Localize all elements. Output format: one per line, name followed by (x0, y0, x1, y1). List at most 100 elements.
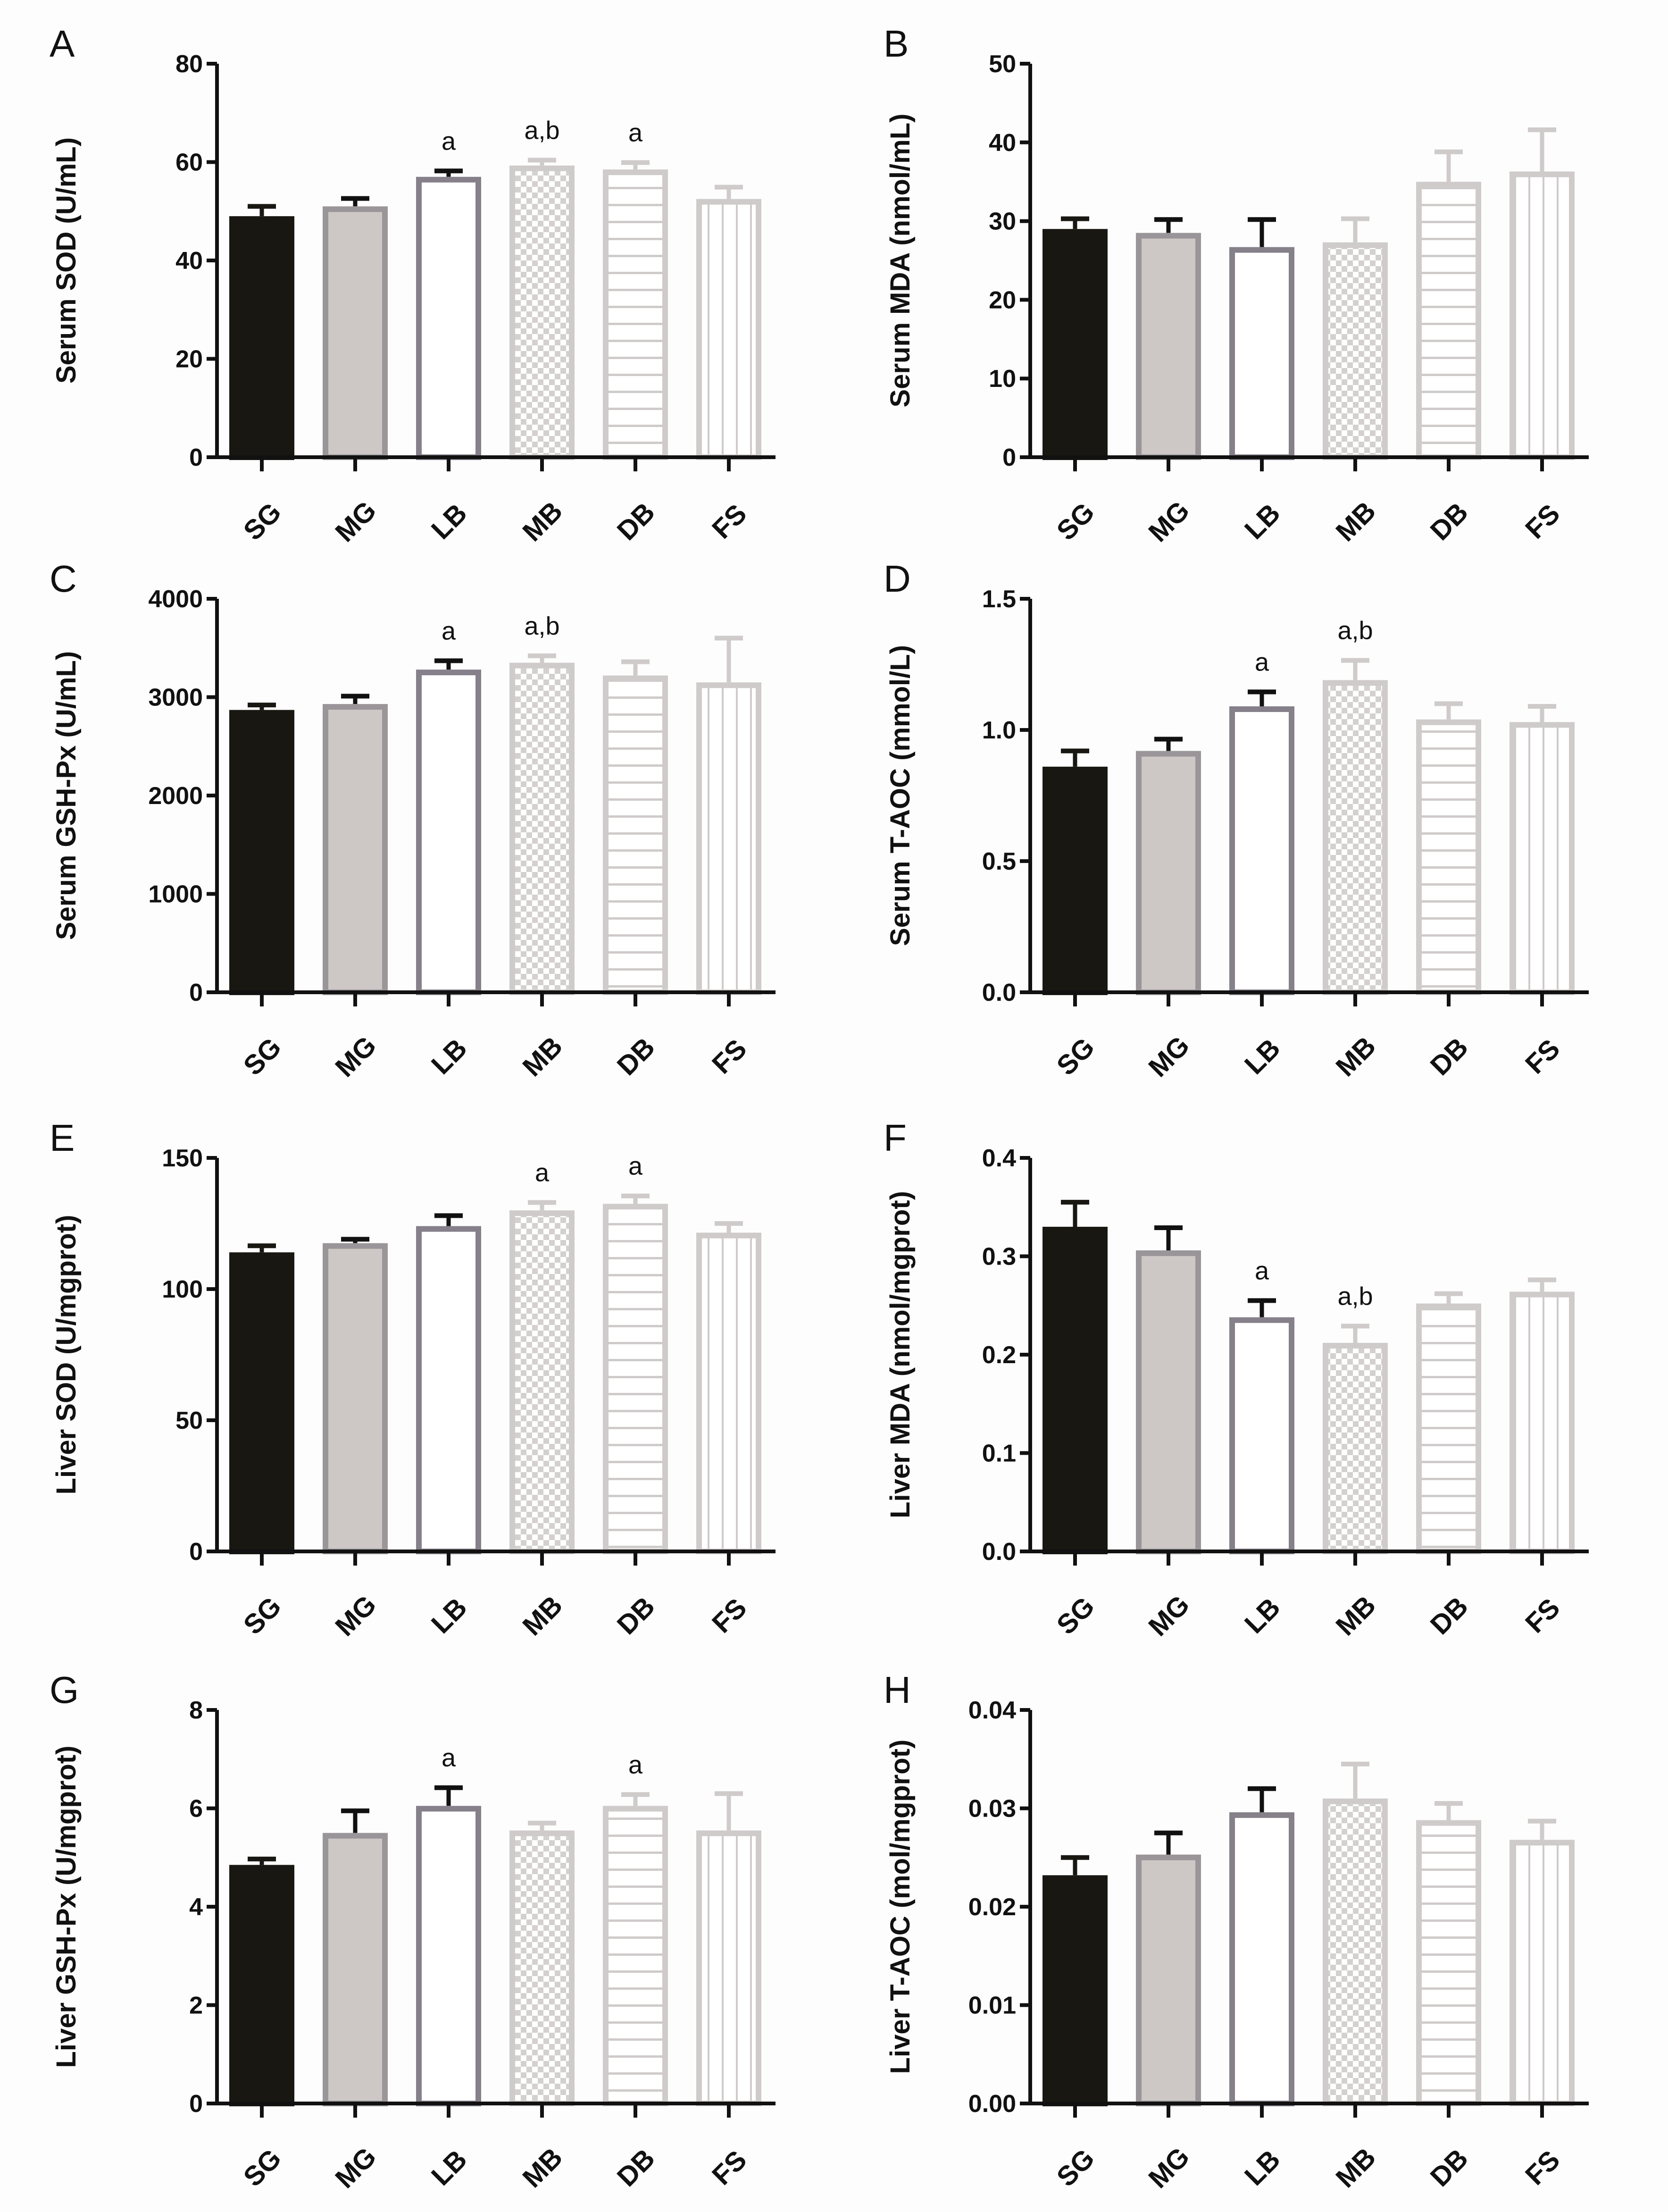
significance-label: a (628, 119, 643, 147)
y-tick-label: 2000 (148, 782, 203, 810)
y-tick-label: 3000 (148, 684, 203, 712)
x-tick-label: LB (425, 498, 473, 545)
bar-MB (1323, 1342, 1388, 1554)
x-tick-label: FS (706, 1033, 752, 1080)
bar-MG (323, 1833, 388, 2106)
x-tick-label: FS (1519, 1592, 1566, 1639)
y-tick-label: 8 (189, 1697, 203, 1724)
y-axis-label: Serum MDA (nmol/mL) (885, 114, 916, 408)
panel-label: E (50, 1117, 75, 1159)
x-tick-label: LB (1239, 1592, 1286, 1640)
significance-label: a (535, 1159, 550, 1187)
bar-SG (1042, 229, 1108, 460)
bar-SG (229, 216, 294, 460)
significance-label: a (628, 1751, 643, 1779)
panel-C: C Serum GSH-Px (U/mL) SG MG a LB a,b MB DB FS 0 100… (50, 558, 776, 1083)
y-tick-label: 0.03 (968, 1795, 1016, 1823)
x-tick-label: MG (1143, 2141, 1195, 2194)
bar-LB (1229, 1317, 1294, 1555)
x-tick-label: FS (1519, 498, 1566, 545)
y-tick-label: 10 (989, 365, 1016, 393)
x-tick-label: FS (706, 2145, 752, 2191)
x-tick-label: MB (517, 495, 568, 547)
bar-DB (603, 1806, 668, 2107)
panel-G: G Liver GSH-Px (U/mgprot) SG MG a LB MB a DB FS 0 2… (50, 1669, 776, 2194)
y-tick-label: 0.02 (968, 1894, 1016, 1921)
panel-label: D (884, 558, 911, 600)
y-tick-label: 20 (989, 286, 1016, 314)
bar-MG (323, 704, 388, 995)
y-tick-label: 0.01 (968, 1992, 1016, 2019)
bar-DB (603, 1204, 668, 1555)
significance-label: a (442, 127, 456, 155)
bar-FS (1510, 1840, 1575, 2106)
x-tick-label: DB (1425, 1591, 1474, 1641)
significance-label: a (628, 1152, 643, 1181)
bar-LB (416, 670, 481, 995)
y-tick-label: 0.04 (968, 1697, 1016, 1724)
significance-label: a (1255, 1257, 1269, 1285)
x-tick-label: SG (238, 2143, 287, 2193)
panel-label: G (50, 1669, 79, 1711)
y-tick-label: 4000 (148, 586, 203, 613)
bar-FS (1510, 171, 1575, 460)
bar-LB (416, 176, 481, 460)
bar-MG (1136, 751, 1201, 995)
bar-SG (229, 710, 294, 995)
y-tick-label: 0 (189, 2090, 203, 2118)
bar-SG (1042, 1226, 1108, 1554)
bar-LB (1229, 247, 1294, 460)
y-tick-label: 0 (1002, 444, 1016, 471)
y-tick-label: 50 (175, 1407, 203, 1434)
panel-label: A (50, 23, 75, 65)
x-tick-label: MG (1143, 495, 1195, 548)
x-tick-label: DB (1425, 2143, 1474, 2193)
x-tick-label: FS (1519, 2145, 1566, 2191)
bar-DB (1416, 719, 1481, 995)
y-tick-label: 0.5 (982, 848, 1016, 875)
x-tick-label: LB (1239, 498, 1286, 545)
bar-LB (1229, 1812, 1294, 2107)
bar-FS (1510, 722, 1575, 995)
bar-SG (1042, 766, 1108, 995)
y-tick-label: 40 (175, 247, 203, 275)
x-tick-label: SG (238, 1032, 287, 1081)
y-tick-label: 4 (189, 1894, 203, 1921)
bar-FS (696, 1830, 761, 2107)
y-axis-label: Liver MDA (nmol/mgprot) (885, 1191, 916, 1518)
y-tick-label: 60 (175, 149, 203, 176)
panel-B: B Serum MDA (nmol/mL) SG MG LB MB DB FS 0 10 20 30 4… (884, 23, 1589, 548)
y-tick-label: 1.5 (982, 586, 1016, 613)
bar-LB (1229, 706, 1294, 995)
x-tick-label: MG (1143, 1030, 1195, 1083)
bar-SG (229, 1865, 294, 2106)
x-tick-label: MB (1330, 2142, 1382, 2194)
x-tick-label: SG (1051, 1032, 1101, 1081)
x-tick-label: SG (1051, 497, 1101, 546)
significance-label: a,b (524, 612, 559, 640)
bar-MG (1136, 233, 1201, 460)
y-tick-label: 150 (162, 1145, 203, 1172)
x-tick-label: MB (517, 2142, 568, 2194)
y-axis-label: Liver GSH-Px (U/mgprot) (51, 1745, 82, 2068)
x-tick-label: DB (611, 1591, 661, 1641)
x-tick-label: FS (706, 498, 752, 545)
x-tick-label: MB (517, 1590, 568, 1642)
bar-MG (323, 1243, 388, 1554)
y-tick-label: 1.0 (982, 717, 1016, 744)
x-tick-label: DB (611, 1032, 661, 1081)
bar-MB (509, 165, 575, 460)
bar-FS (696, 1232, 761, 1554)
y-tick-label: 0 (189, 444, 203, 471)
y-tick-label: 0.0 (982, 979, 1016, 1006)
y-axis-label: Liver T-AOC (mol/mgprot) (885, 1740, 916, 2074)
bar-DB (1416, 182, 1481, 460)
bar-MB (509, 1830, 575, 2107)
y-tick-label: 1000 (148, 881, 203, 908)
x-tick-label: DB (1425, 1032, 1474, 1081)
x-tick-label: MG (1143, 1589, 1195, 1642)
significance-label: a (442, 1744, 456, 1772)
y-tick-label: 6 (189, 1795, 203, 1823)
y-axis-label: Liver SOD (U/mgprot) (51, 1215, 82, 1495)
